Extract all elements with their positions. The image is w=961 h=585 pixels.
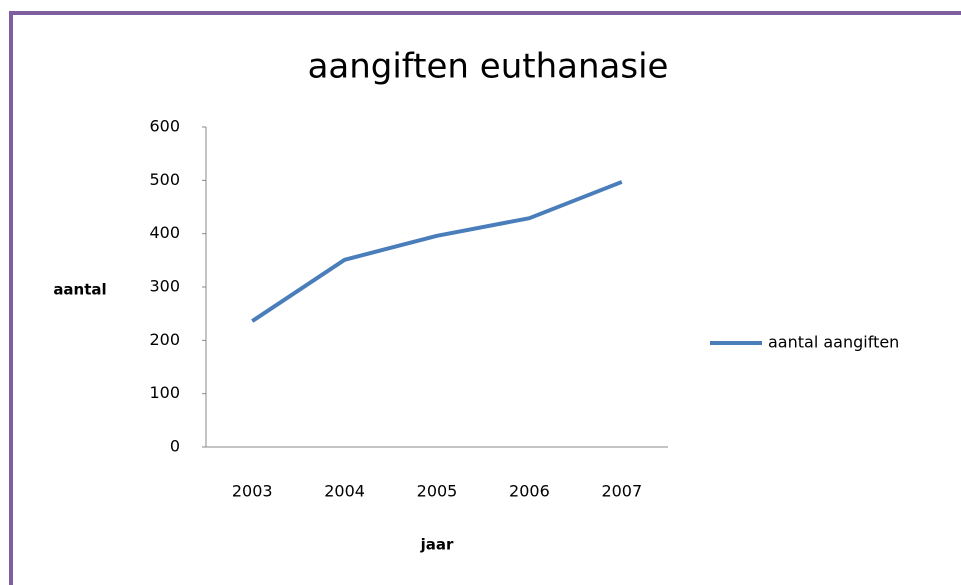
x-tick-label: 2003 <box>232 482 273 501</box>
y-tick-label: 0 <box>170 437 180 456</box>
frame <box>9 11 961 585</box>
y-tick-label: 300 <box>149 277 180 296</box>
y-tick-label: 200 <box>149 330 180 349</box>
y-tick-label: 400 <box>149 223 180 242</box>
chart-title: aangiften euthanasie <box>308 47 669 87</box>
x-tick-label: 2004 <box>324 482 365 501</box>
y-tick-label: 100 <box>149 383 180 402</box>
x-tick-label: 2005 <box>417 482 458 501</box>
x-axis-label: jaar <box>420 536 454 554</box>
line-series <box>251 180 623 323</box>
y-axis-label: aantal <box>53 281 106 299</box>
x-tick-label: 2007 <box>601 482 642 501</box>
y-tick-label: 600 <box>149 117 180 136</box>
y-tick-label: 500 <box>149 170 180 189</box>
legend-label: aantal aangiften <box>768 333 899 352</box>
x-tick-label: 2006 <box>509 482 550 501</box>
